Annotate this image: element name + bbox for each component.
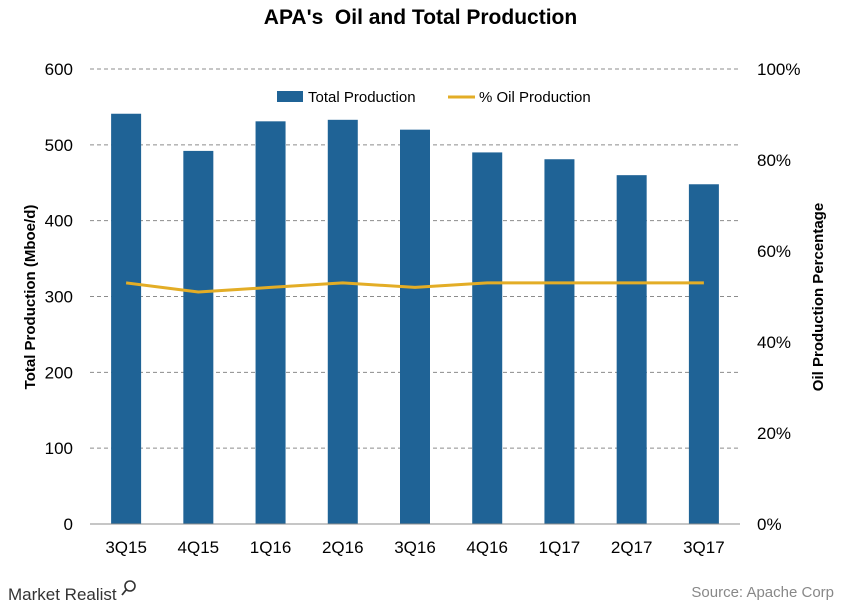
source-note: Source: Apache Corp xyxy=(691,584,834,601)
y2-axis-title: Oil Production Percentage xyxy=(810,203,827,391)
y-tick-label: 100 xyxy=(45,439,73,458)
magnifier-handle-icon xyxy=(121,589,127,596)
x-axis-ticks: 3Q15 4Q15 1Q16 2Q16 3Q16 4Q16 1Q17 2Q17 3Q17 xyxy=(105,538,724,557)
y2-tick-label: 0% xyxy=(757,515,782,534)
x-tick-label: 2Q16 xyxy=(322,538,364,557)
brand-name: Market Realist xyxy=(8,585,117,604)
y2-tick-label: 100% xyxy=(757,60,800,79)
y-tick-label: 400 xyxy=(45,212,73,231)
y2-tick-label: 20% xyxy=(757,424,791,443)
bar-series xyxy=(111,113,719,524)
y-tick-label: 300 xyxy=(45,288,73,307)
legend-label-oil-production: % Oil Production xyxy=(479,89,591,106)
line-oil-production xyxy=(125,281,704,294)
legend: Total Production % Oil Production xyxy=(277,89,591,106)
y-tick-label: 500 xyxy=(45,136,73,155)
x-tick-label: 1Q17 xyxy=(539,538,581,557)
x-tick-label: 1Q16 xyxy=(250,538,292,557)
bar-total-production-2q17 xyxy=(616,175,647,524)
x-tick-label: 4Q15 xyxy=(178,538,220,557)
y-axis-title: Total Production (Mboe/d) xyxy=(22,205,39,390)
y2-tick-label: 80% xyxy=(757,151,791,170)
bar-total-production-2q16 xyxy=(327,119,358,524)
x-tick-label: 3Q16 xyxy=(394,538,436,557)
x-tick-label: 3Q15 xyxy=(105,538,147,557)
legend-label-total-production: Total Production xyxy=(308,89,416,106)
bar-total-production-1q17 xyxy=(544,159,575,524)
chart-title: APA's Oil and Total Production xyxy=(263,6,578,29)
legend-swatch-total-production xyxy=(277,91,303,102)
bar-total-production-3q17 xyxy=(688,184,719,524)
y-tick-label: 600 xyxy=(45,60,73,79)
left-axis-ticks: 0 100 200 300 400 500 600 xyxy=(45,60,73,534)
y-tick-label: 0 xyxy=(64,515,73,534)
line-series xyxy=(125,281,704,294)
bar-total-production-4q16 xyxy=(472,152,503,524)
magnifier-icon xyxy=(124,580,136,592)
bar-total-production-3q15 xyxy=(111,113,142,524)
bar-total-production-4q15 xyxy=(183,150,214,524)
y-tick-label: 200 xyxy=(45,363,73,382)
y2-tick-label: 40% xyxy=(757,333,791,352)
y2-tick-label: 60% xyxy=(757,242,791,261)
x-tick-label: 3Q17 xyxy=(683,538,725,557)
bar-total-production-1q16 xyxy=(255,121,286,524)
brand-logo: Market Realist xyxy=(8,580,136,604)
bar-total-production-3q16 xyxy=(400,129,430,524)
x-tick-label: 4Q16 xyxy=(466,538,508,557)
right-axis-ticks: 0% 20% 40% 60% 80% 100% xyxy=(757,60,800,534)
x-tick-label: 2Q17 xyxy=(611,538,653,557)
